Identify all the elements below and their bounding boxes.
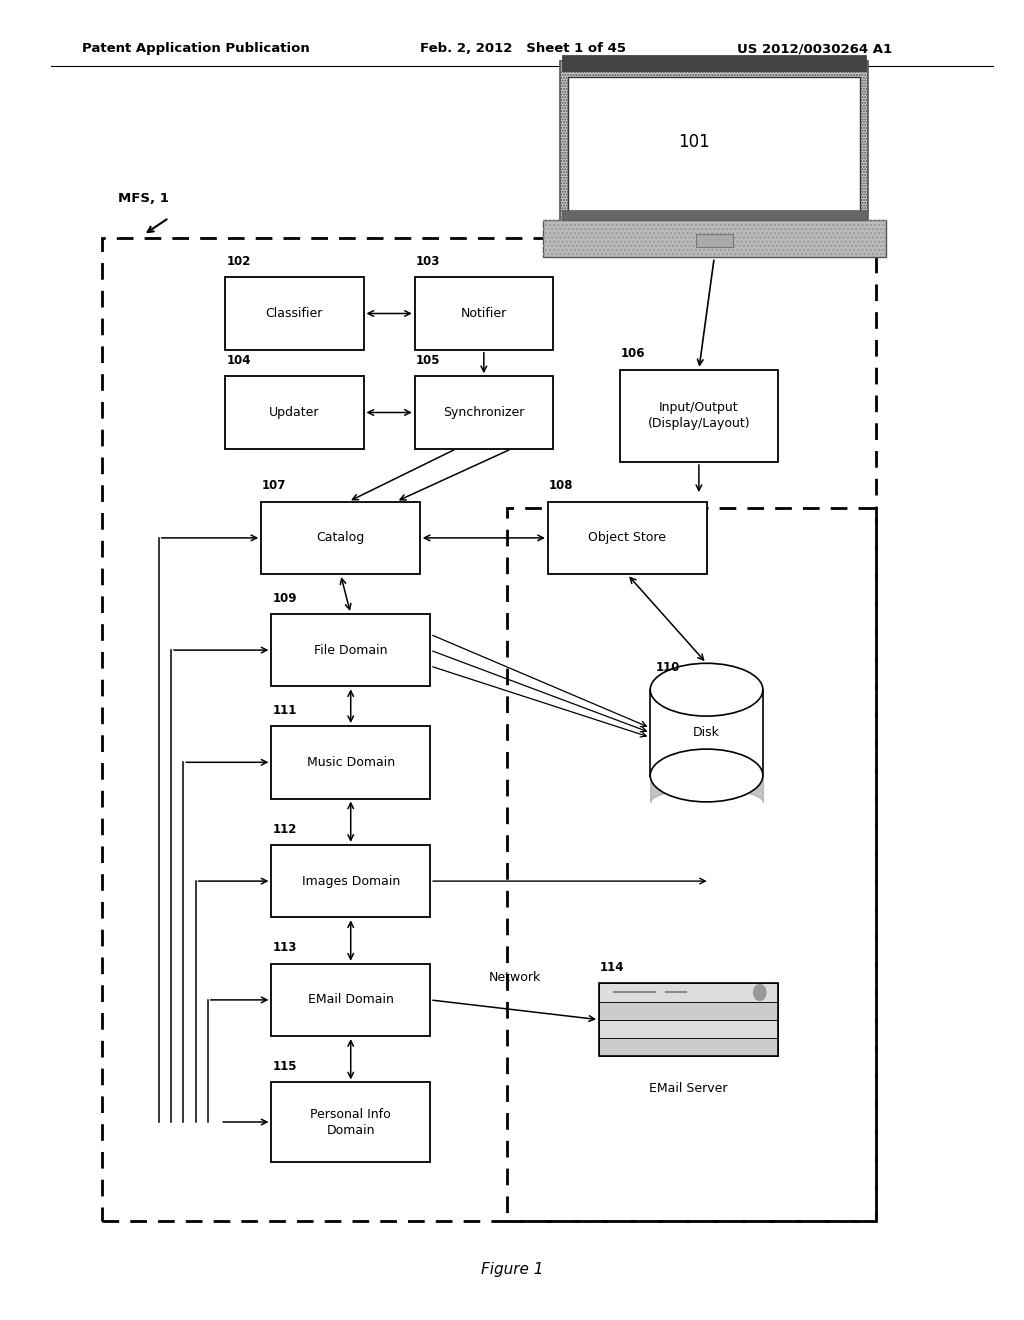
FancyBboxPatch shape	[271, 614, 430, 686]
Text: Images Domain: Images Domain	[302, 875, 399, 887]
FancyBboxPatch shape	[271, 964, 430, 1036]
Text: File Domain: File Domain	[314, 644, 387, 656]
Text: 105: 105	[416, 354, 440, 367]
Text: Network: Network	[488, 972, 541, 985]
FancyBboxPatch shape	[271, 1082, 430, 1162]
Text: 102: 102	[226, 255, 251, 268]
FancyBboxPatch shape	[562, 210, 866, 220]
Text: Disk: Disk	[693, 726, 720, 739]
FancyBboxPatch shape	[543, 220, 886, 257]
Text: Object Store: Object Store	[588, 532, 667, 544]
FancyBboxPatch shape	[599, 1019, 778, 1038]
FancyBboxPatch shape	[225, 277, 364, 350]
Text: Feb. 2, 2012   Sheet 1 of 45: Feb. 2, 2012 Sheet 1 of 45	[420, 42, 626, 55]
FancyBboxPatch shape	[271, 726, 430, 799]
FancyBboxPatch shape	[415, 376, 553, 449]
Text: 111: 111	[272, 704, 297, 717]
Text: 103: 103	[416, 255, 440, 268]
Text: Updater: Updater	[269, 407, 319, 418]
Text: Notifier: Notifier	[461, 308, 507, 319]
Text: MFS, 1: MFS, 1	[118, 191, 169, 205]
Text: 113: 113	[272, 941, 297, 954]
Text: Synchronizer: Synchronizer	[443, 407, 524, 418]
Text: Classifier: Classifier	[265, 308, 324, 319]
Text: Figure 1: Figure 1	[480, 1262, 544, 1278]
FancyBboxPatch shape	[620, 370, 778, 462]
FancyBboxPatch shape	[560, 61, 868, 228]
FancyBboxPatch shape	[562, 55, 866, 71]
Text: 114: 114	[600, 961, 625, 974]
FancyBboxPatch shape	[271, 845, 430, 917]
FancyBboxPatch shape	[599, 983, 778, 1002]
Text: 107: 107	[262, 479, 287, 492]
Text: Input/Output
(Display/Layout): Input/Output (Display/Layout)	[647, 401, 751, 430]
Ellipse shape	[650, 663, 763, 715]
Text: 110: 110	[655, 661, 680, 673]
FancyBboxPatch shape	[599, 1002, 778, 1019]
Text: Patent Application Publication: Patent Application Publication	[82, 42, 309, 55]
Text: 109: 109	[272, 591, 297, 605]
Text: 106: 106	[621, 347, 645, 360]
Circle shape	[754, 985, 766, 1001]
Text: 101: 101	[678, 133, 710, 150]
Text: 104: 104	[226, 354, 251, 367]
Text: 108: 108	[549, 479, 573, 492]
Polygon shape	[650, 689, 763, 776]
FancyBboxPatch shape	[548, 502, 707, 574]
FancyBboxPatch shape	[415, 277, 553, 350]
FancyBboxPatch shape	[261, 502, 420, 574]
Ellipse shape	[650, 748, 763, 801]
FancyBboxPatch shape	[696, 234, 733, 247]
Text: 115: 115	[272, 1060, 297, 1073]
Text: EMail Server: EMail Server	[649, 1082, 728, 1096]
Text: Catalog: Catalog	[316, 532, 365, 544]
Text: Music Domain: Music Domain	[306, 756, 395, 768]
FancyBboxPatch shape	[225, 376, 364, 449]
Text: 112: 112	[272, 822, 297, 836]
Text: EMail Domain: EMail Domain	[308, 994, 393, 1006]
FancyBboxPatch shape	[599, 1038, 778, 1056]
Text: Personal Info
Domain: Personal Info Domain	[310, 1107, 391, 1137]
Text: US 2012/0030264 A1: US 2012/0030264 A1	[737, 42, 892, 55]
FancyBboxPatch shape	[568, 77, 860, 213]
